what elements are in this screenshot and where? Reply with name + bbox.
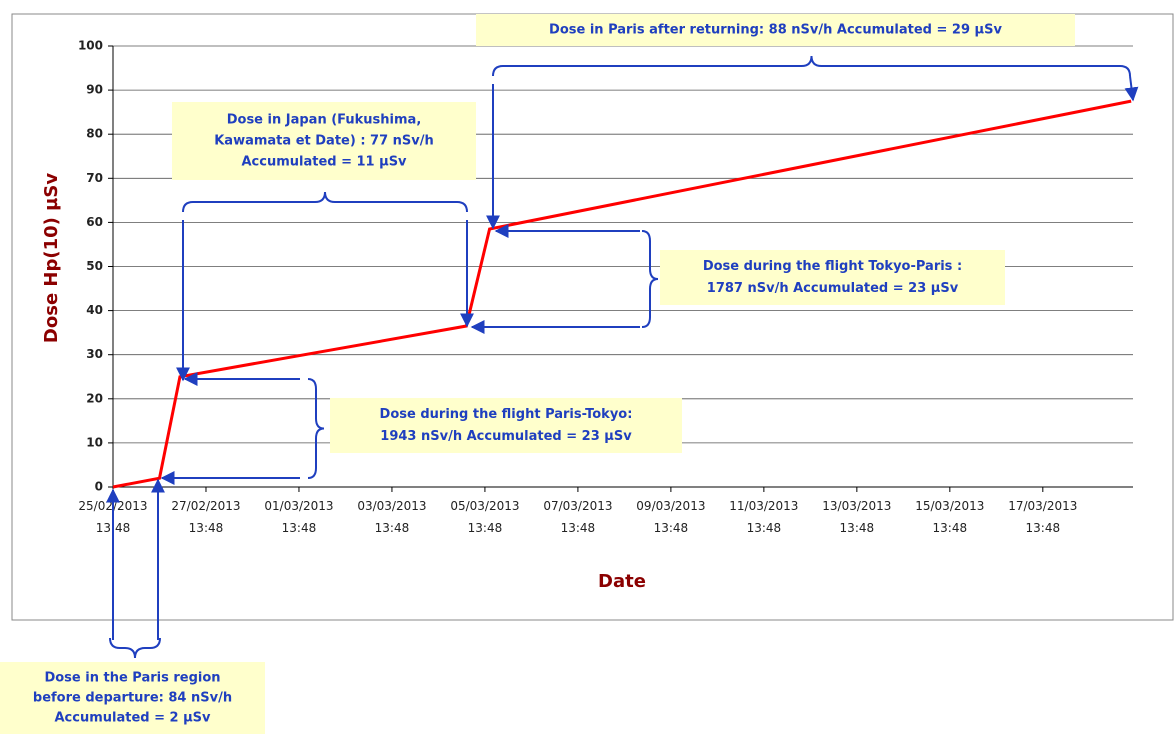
y-tick-label: 100 [78, 39, 103, 53]
annotation-box [476, 14, 1075, 46]
x-tick-label: 05/03/2013 13:48 [450, 499, 519, 535]
y-tick-label: 80 [86, 127, 103, 141]
y-tick-label: 20 [86, 391, 103, 405]
x-tick-label: 13/03/2013 13:48 [822, 499, 891, 535]
y-tick-label: 40 [86, 303, 103, 317]
y-tick-label: 90 [86, 83, 103, 97]
y-axis-label: Dose Hp(10) µSv [41, 173, 62, 343]
x-tick-label: 15/03/2013 13:48 [915, 499, 984, 535]
brace [641, 230, 659, 328]
annotation-text: 1787 nSv/h Accumulated = 23 µSv [707, 281, 959, 296]
x-axis-label: Date [598, 571, 646, 592]
annotation-text: Accumulated = 2 µSv [54, 711, 211, 726]
annotation-box [172, 102, 476, 180]
x-tick-label: 27/02/2013 13:48 [171, 499, 240, 535]
x-tick-label: 03/03/2013 13:48 [357, 499, 426, 535]
annotation-text: Dose during the flight Tokyo-Paris : [703, 259, 962, 274]
x-tick-label: 17/03/2013 13:48 [1008, 499, 1077, 535]
y-tick-label: 30 [86, 347, 103, 361]
annotation-box [330, 398, 682, 453]
annotation-text: Accumulated = 11 µSv [241, 155, 407, 170]
annotation-text: Dose in Japan (Fukushima, [227, 113, 422, 128]
annotation-text: Kawamata et Date) : 77 nSv/h [214, 134, 434, 149]
y-tick-label: 70 [86, 171, 103, 185]
brace [182, 191, 468, 213]
annotation-box [0, 662, 265, 734]
arrow [1124, 75, 1139, 102]
annotation-text: 1943 nSv/h Accumulated = 23 µSv [380, 429, 632, 444]
x-tick-label: 01/03/2013 13:48 [264, 499, 333, 535]
brace [492, 55, 1131, 77]
y-tick-label: 10 [86, 435, 103, 449]
annotation-text: Dose in the Paris region [44, 671, 220, 686]
x-tick-label: 07/03/2013 13:48 [543, 499, 612, 535]
x-tick-label: 11/03/2013 13:48 [729, 499, 798, 535]
annotation-text: Dose during the flight Paris-Tokyo: [380, 407, 633, 422]
y-tick-label: 60 [86, 215, 103, 229]
annotation-text: Dose in Paris after returning: 88 nSv/h … [549, 23, 1002, 38]
y-tick-label: 50 [86, 259, 103, 273]
y-tick-label: 0 [95, 480, 103, 494]
annotation-box [660, 250, 1005, 305]
plot: 010203040506070809010025/02/201313:4827/… [0, 14, 1139, 734]
brace [109, 637, 161, 659]
brace [307, 378, 325, 479]
annotation-text: before departure: 84 nSv/h [33, 691, 232, 706]
x-tick-label: 09/03/2013 13:48 [636, 499, 705, 535]
